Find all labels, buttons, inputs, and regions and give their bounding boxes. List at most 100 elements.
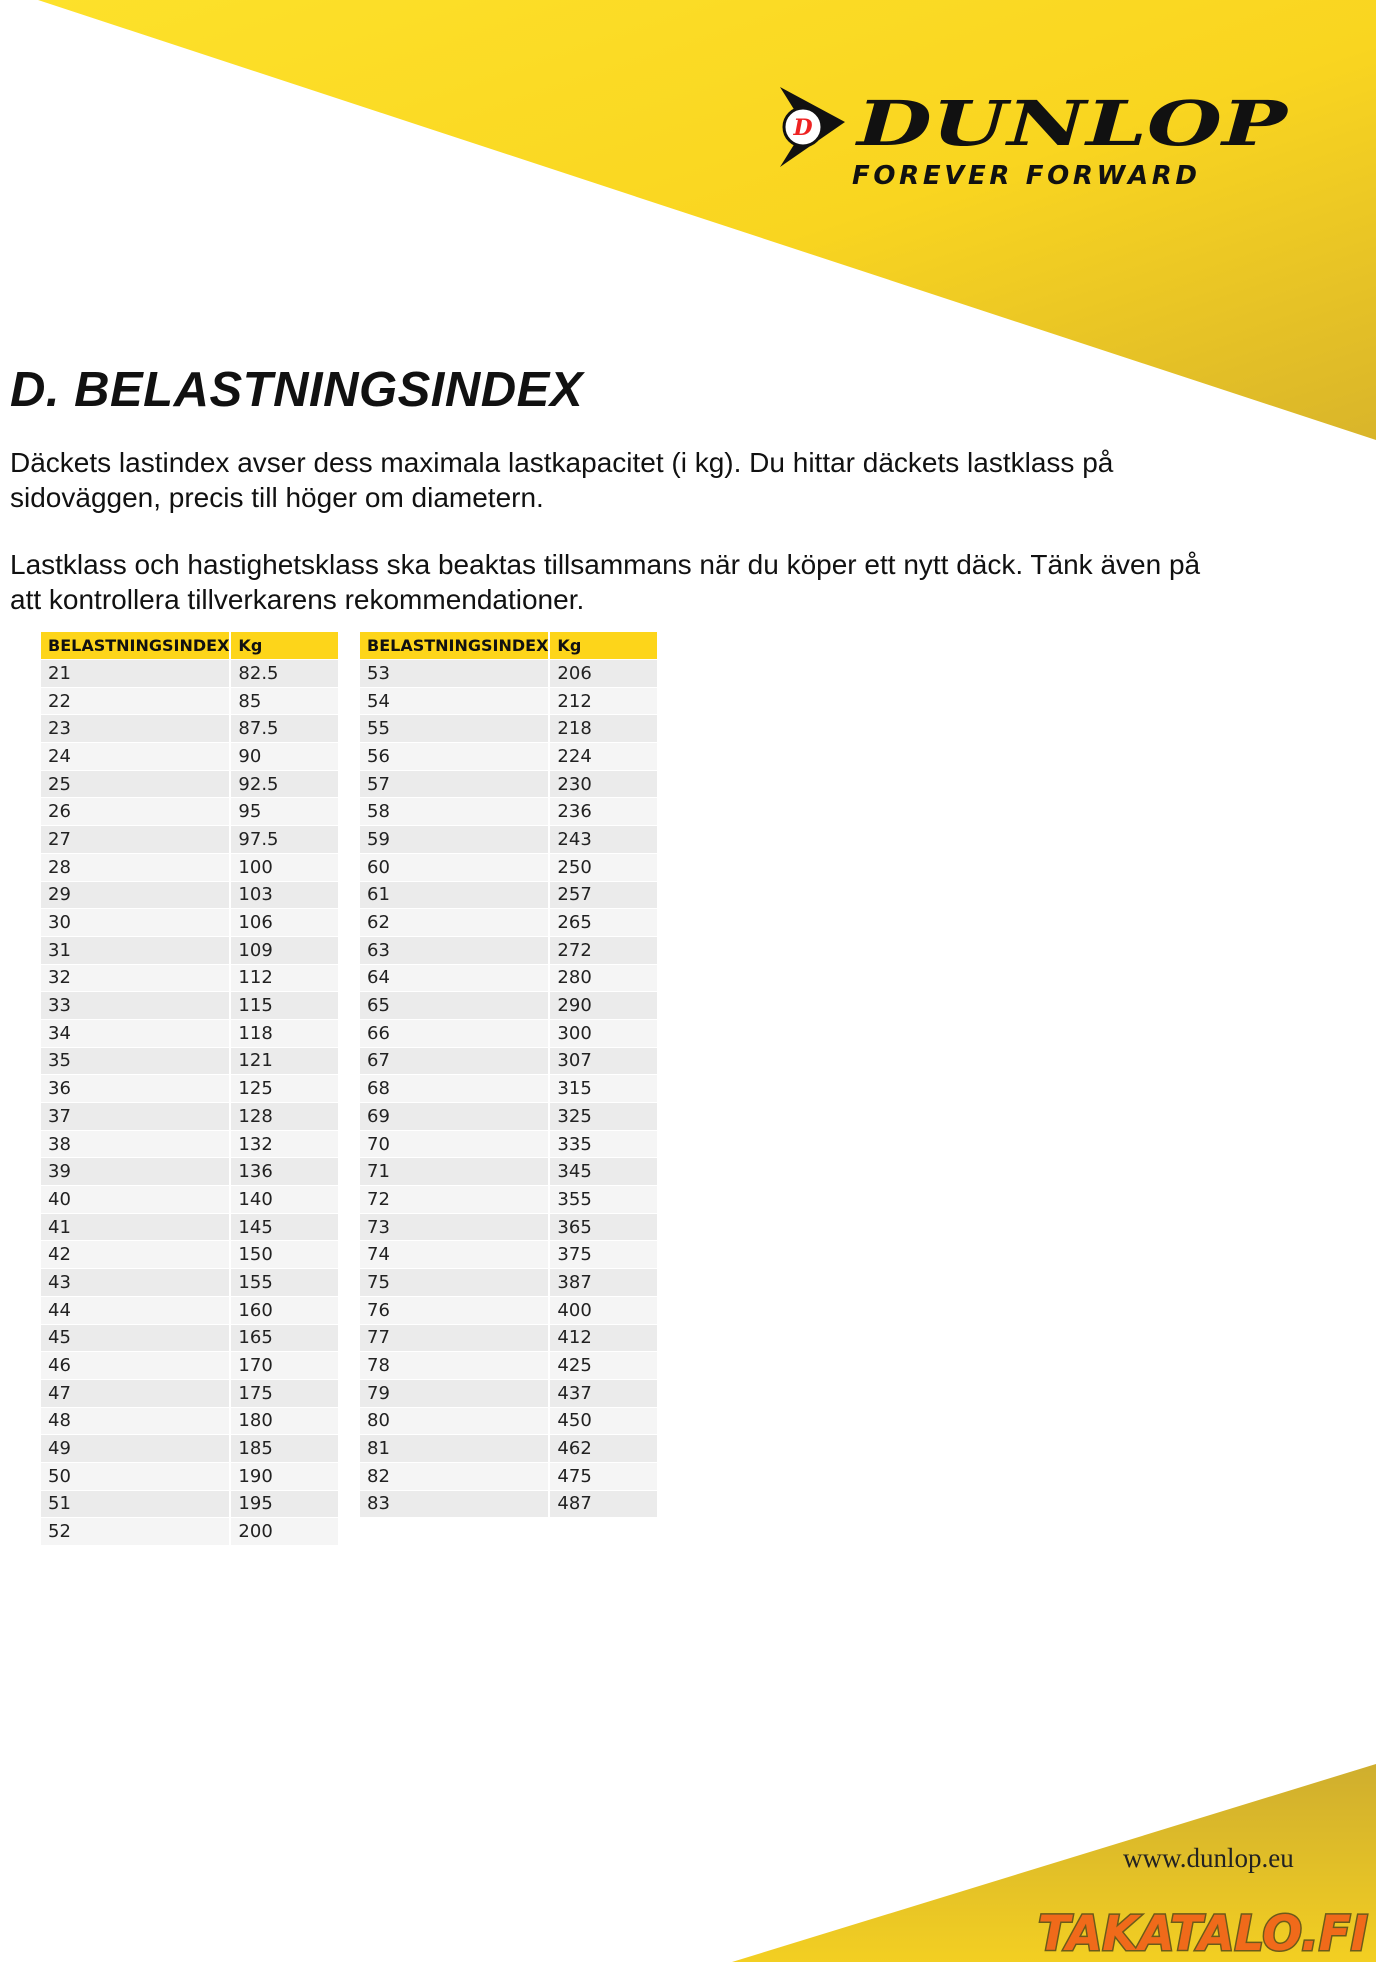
load-index-table-1: BELASTNINGSINDEX Kg 21 82.5 22 85 23 87.5 24 90… <box>41 631 341 1546</box>
index-cell: 70 <box>360 1130 551 1158</box>
kg-cell: 115 <box>231 992 341 1019</box>
index-cell: 24 <box>41 743 232 770</box>
kg-cell: 112 <box>231 964 341 992</box>
kg-cell: 437 <box>550 1379 660 1407</box>
kg-cell: 243 <box>550 826 660 853</box>
kg-cell: 218 <box>550 715 660 743</box>
table-row: 43 155 <box>41 1269 341 1296</box>
index-cell: 66 <box>360 1019 551 1047</box>
table-row: 63 272 <box>360 936 660 964</box>
index-cell: 69 <box>360 1103 551 1130</box>
index-cell: 44 <box>41 1296 232 1324</box>
kg-cell: 132 <box>231 1130 341 1158</box>
table-row: 32 112 <box>41 964 341 992</box>
table-row: 61 257 <box>360 881 660 909</box>
column-header-kg: Kg <box>550 632 660 659</box>
kg-cell: 195 <box>231 1490 341 1518</box>
table-row: 46 170 <box>41 1352 341 1379</box>
index-cell: 35 <box>41 1047 232 1075</box>
table-row: 38 132 <box>41 1130 341 1158</box>
index-cell: 31 <box>41 936 232 964</box>
index-cell: 62 <box>360 909 551 936</box>
kg-cell: 200 <box>231 1518 341 1545</box>
table-row: 77 412 <box>360 1324 660 1352</box>
kg-cell: 230 <box>550 770 660 798</box>
kg-cell: 290 <box>550 992 660 1019</box>
index-cell: 39 <box>41 1158 232 1186</box>
index-cell: 28 <box>41 853 232 881</box>
table-row: 34 118 <box>41 1019 341 1047</box>
svg-text:FOREVER FORWARD: FOREVER FORWARD <box>852 161 1197 191</box>
index-cell: 73 <box>360 1213 551 1241</box>
kg-cell: 121 <box>231 1047 341 1075</box>
table-row: 48 180 <box>41 1407 341 1435</box>
table-row: 80 450 <box>360 1407 660 1435</box>
kg-cell: 387 <box>550 1269 660 1296</box>
index-cell: 59 <box>360 826 551 853</box>
index-cell: 53 <box>360 660 551 687</box>
kg-cell: 212 <box>550 687 660 715</box>
table-row: 27 97.5 <box>41 826 341 853</box>
table-row: 83 487 <box>360 1490 660 1518</box>
table-row: 62 265 <box>360 909 660 936</box>
kg-cell: 206 <box>550 660 660 687</box>
index-cell: 52 <box>41 1518 232 1545</box>
index-cell: 25 <box>41 770 232 798</box>
load-index-table-2: BELASTNINGSINDEX Kg 53 206 54 212 55 218 56 224… <box>360 631 660 1518</box>
dunlop-logo: D DUNLOP FOREVER FORWARD <box>780 87 1290 191</box>
kg-cell: 425 <box>550 1352 660 1379</box>
svg-text:D: D <box>792 115 812 141</box>
index-cell: 45 <box>41 1324 232 1352</box>
kg-cell: 185 <box>231 1435 341 1462</box>
index-cell: 77 <box>360 1324 551 1352</box>
kg-cell: 82.5 <box>231 660 341 687</box>
table-row: 68 315 <box>360 1075 660 1102</box>
table-row: 76 400 <box>360 1296 660 1324</box>
kg-cell: 170 <box>231 1352 341 1379</box>
kg-cell: 307 <box>550 1047 660 1075</box>
index-cell: 65 <box>360 992 551 1019</box>
kg-cell: 175 <box>231 1379 341 1407</box>
kg-cell: 325 <box>550 1103 660 1130</box>
kg-cell: 145 <box>231 1213 341 1241</box>
index-cell: 23 <box>41 715 232 743</box>
kg-cell: 257 <box>550 881 660 909</box>
kg-cell: 450 <box>550 1407 660 1435</box>
index-cell: 60 <box>360 853 551 881</box>
table-row: 33 115 <box>41 992 341 1019</box>
table-row: 49 185 <box>41 1435 341 1462</box>
index-cell: 49 <box>41 1435 232 1462</box>
column-header-index: BELASTNINGSINDEX <box>360 632 551 659</box>
table-row: 53 206 <box>360 660 660 687</box>
table-row: 59 243 <box>360 826 660 853</box>
kg-cell: 165 <box>231 1324 341 1352</box>
table-row: 82 475 <box>360 1462 660 1490</box>
table-row: 57 230 <box>360 770 660 798</box>
table-row: 45 165 <box>41 1324 341 1352</box>
index-cell: 42 <box>41 1241 232 1269</box>
kg-cell: 87.5 <box>231 715 341 743</box>
kg-cell: 315 <box>550 1075 660 1102</box>
index-cell: 38 <box>41 1130 232 1158</box>
index-cell: 22 <box>41 687 232 715</box>
index-cell: 30 <box>41 909 232 936</box>
index-cell: 74 <box>360 1241 551 1269</box>
index-cell: 33 <box>41 992 232 1019</box>
kg-cell: 97.5 <box>231 826 341 853</box>
top-yellow-band <box>38 0 1376 440</box>
svg-text:TAKATALO.FI: TAKATALO.FI <box>1038 1906 1368 1962</box>
table-row: 47 175 <box>41 1379 341 1407</box>
table-row: 65 290 <box>360 992 660 1019</box>
table-row: 29 103 <box>41 881 341 909</box>
column-header-kg: Kg <box>231 632 341 659</box>
table-row: 73 365 <box>360 1213 660 1241</box>
index-cell: 36 <box>41 1075 232 1102</box>
kg-cell: 106 <box>231 909 341 936</box>
kg-cell: 400 <box>550 1296 660 1324</box>
table-row: 78 425 <box>360 1352 660 1379</box>
index-cell: 50 <box>41 1462 232 1490</box>
table-row: 75 387 <box>360 1269 660 1296</box>
kg-cell: 265 <box>550 909 660 936</box>
page-title: D. BELASTNINGSINDEX <box>10 363 584 417</box>
kg-cell: 365 <box>550 1213 660 1241</box>
